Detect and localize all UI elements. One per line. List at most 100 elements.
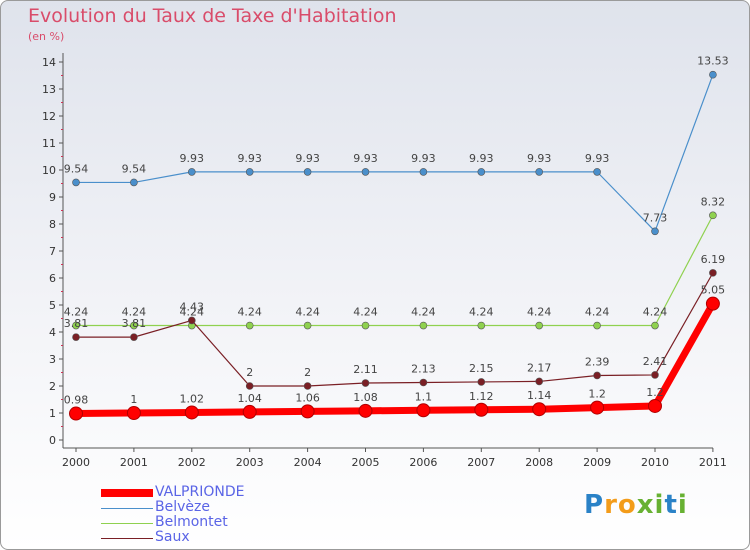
- data-point: [130, 321, 138, 330]
- data-label: 2.13: [411, 362, 436, 375]
- data-point: [477, 321, 486, 330]
- data-label: 8.32: [701, 195, 726, 208]
- data-point: [69, 406, 83, 421]
- data-label: 1.12: [469, 390, 494, 403]
- data-point: [648, 398, 662, 413]
- x-tick-label: 2001: [120, 456, 148, 469]
- x-tick-label: 2007: [467, 456, 495, 469]
- x-tick-label: 2011: [699, 456, 727, 469]
- series-line-0: [75, 301, 716, 418]
- data-label: 9.93: [237, 152, 262, 165]
- data-point: [477, 378, 486, 386]
- data-label: 13.53: [697, 55, 729, 68]
- y-tick-label: 4: [49, 326, 56, 339]
- data-label: 9.93: [527, 152, 552, 165]
- data-point: [188, 316, 196, 325]
- data-label: 4.24: [353, 306, 378, 319]
- data-point: [651, 371, 659, 379]
- data-point: [361, 379, 370, 387]
- data-point: [419, 321, 428, 330]
- data-point: [593, 371, 601, 380]
- data-point: [419, 168, 428, 176]
- data-label: 7.73: [643, 211, 668, 224]
- data-point: [242, 404, 257, 419]
- data-label: 9.93: [411, 152, 436, 165]
- data-point: [705, 296, 720, 311]
- data-label: 4.24: [585, 306, 610, 319]
- data-point: [709, 70, 717, 79]
- data-label: 4.24: [295, 306, 320, 319]
- data-label: 9.54: [122, 162, 147, 175]
- data-label: 4.24: [64, 306, 89, 319]
- chart-subtitle: (en %): [28, 30, 65, 43]
- data-point: [303, 382, 312, 390]
- data-point: [245, 382, 254, 390]
- data-label: 2.15: [469, 362, 494, 375]
- data-label: 9.93: [180, 152, 205, 165]
- data-label: 2: [246, 366, 253, 379]
- x-tick-label: 2004: [294, 456, 322, 469]
- data-label: 1.1: [415, 390, 433, 403]
- data-label: 1.2: [588, 388, 606, 401]
- y-tick-label: 13: [42, 83, 56, 96]
- y-tick-label: 5: [49, 299, 56, 312]
- data-point: [126, 406, 141, 420]
- data-label: 4.24: [527, 306, 552, 319]
- legend-label: Belmontet: [155, 514, 228, 530]
- data-point: [72, 333, 80, 341]
- x-tick-label: 2006: [409, 456, 437, 469]
- data-point: [303, 168, 312, 176]
- data-point: [245, 321, 254, 330]
- x-tick-label: 2000: [62, 456, 90, 469]
- data-point: [184, 405, 199, 420]
- x-tick-label: 2002: [178, 456, 206, 469]
- data-point: [593, 321, 601, 330]
- data-point: [535, 168, 544, 176]
- legend-swatch: [101, 522, 153, 524]
- data-point: [130, 333, 138, 341]
- x-tick-label: 2009: [583, 456, 611, 469]
- legend-swatch: [101, 489, 153, 497]
- data-point: [130, 178, 138, 187]
- proxiti-logo: Proxiti: [584, 490, 688, 520]
- data-point: [474, 402, 489, 417]
- data-label: 2.17: [527, 361, 552, 374]
- data-label: 2: [304, 366, 311, 379]
- data-label: 0.98: [64, 394, 89, 407]
- data-label: 4.24: [237, 306, 262, 319]
- y-tick-label: 6: [49, 272, 56, 285]
- data-label: 9.93: [585, 152, 610, 165]
- data-label: 3.81: [64, 317, 89, 330]
- data-point: [419, 378, 428, 387]
- data-label: 6.19: [701, 253, 726, 266]
- data-label: 9.93: [295, 152, 320, 165]
- data-point: [535, 377, 544, 386]
- data-label: 9.93: [353, 152, 378, 165]
- series-line-3: [76, 272, 714, 387]
- x-tick-label: 2008: [525, 456, 553, 469]
- data-label: 1.02: [180, 392, 205, 405]
- x-tick-label: 2010: [641, 456, 669, 469]
- data-point: [361, 321, 370, 330]
- y-tick-label: 9: [49, 191, 56, 204]
- y-tick-label: 1: [49, 407, 56, 420]
- data-point: [709, 269, 717, 277]
- data-label: 1.08: [353, 391, 378, 404]
- data-point: [303, 321, 312, 330]
- data-point: [300, 404, 315, 419]
- data-label: 4.24: [469, 306, 494, 319]
- series-line-2: [76, 215, 714, 327]
- legend-swatch: [101, 537, 153, 539]
- data-label: 9.54: [64, 162, 89, 175]
- data-label: 1.06: [295, 391, 320, 404]
- data-label: 4.24: [411, 306, 436, 319]
- data-point: [358, 403, 373, 418]
- data-label: 2.41: [643, 355, 668, 368]
- data-label: 2.11: [353, 363, 378, 376]
- data-label: 4.43: [180, 300, 205, 313]
- data-label: 1.04: [237, 392, 262, 405]
- data-label: 1.2: [646, 386, 664, 399]
- data-point: [245, 168, 254, 176]
- data-point: [532, 402, 547, 417]
